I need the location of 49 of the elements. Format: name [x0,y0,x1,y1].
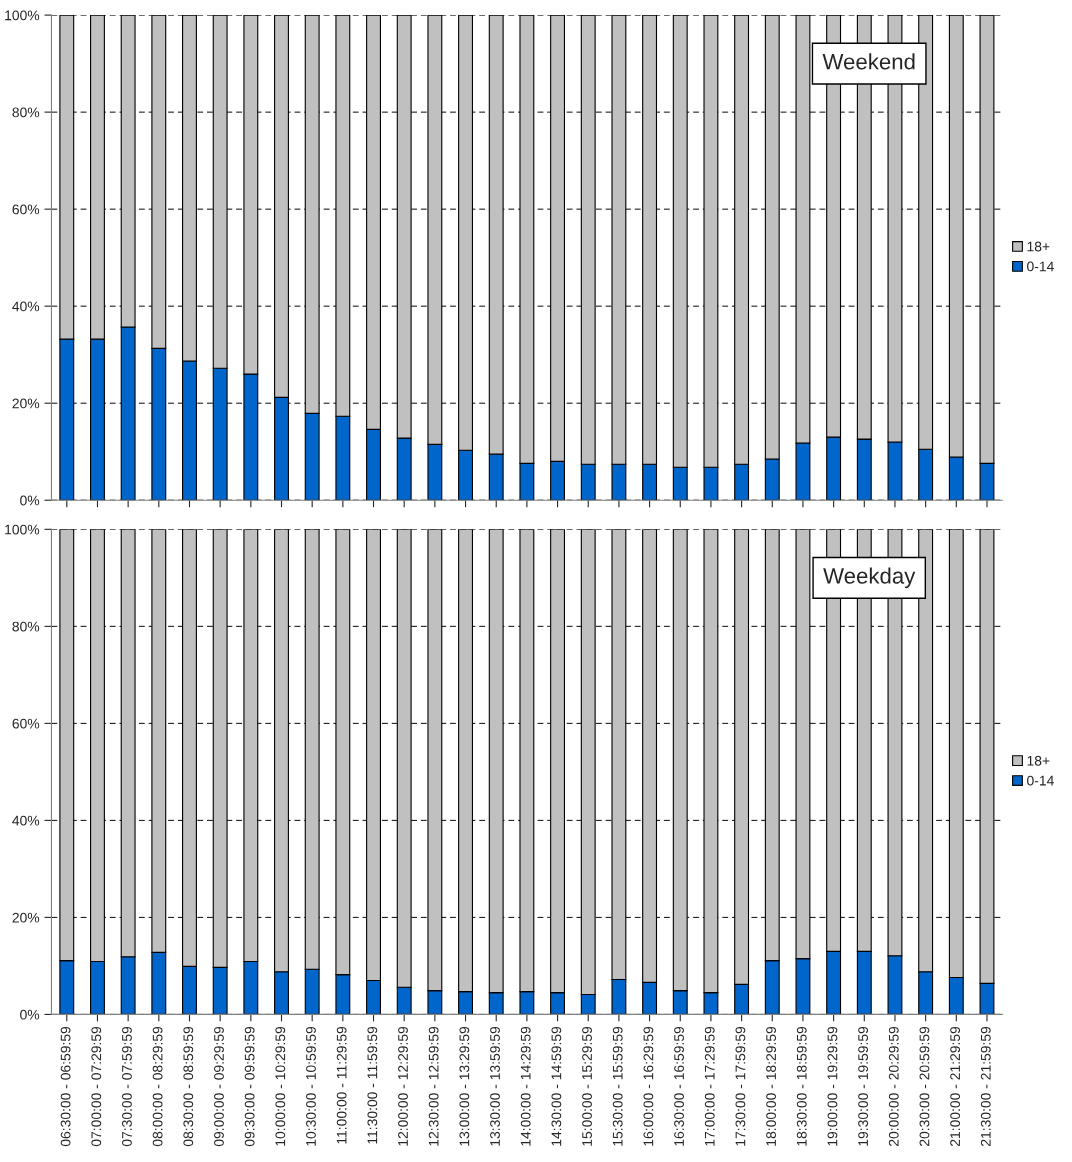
x-tick-label: 15:30:00 - 15:59:59 [612,1026,623,1146]
x-tick-label: 13:30:00 - 13:59:59 [490,1026,500,1146]
x-tick-label: 10:30:00 - 10:59:59 [306,1026,316,1146]
x-tick-label: 16:30:00 - 16:59:59 [674,1026,684,1146]
text: Weekday [823,567,916,589]
legend-label: 18+ [1027,241,1050,252]
x-tick-label: 14:30:00 - 14:59:59 [551,1026,562,1146]
y-tick-label: 100% [5,10,40,21]
y-tick-label: 60% [12,718,40,729]
y-tick-label: 60% [12,204,40,215]
y-tick-label: 40% [12,815,40,826]
y-tick-label: 0% [20,495,40,506]
legend-label: 0-14 [1027,775,1054,786]
x-tick-label: 11:00:00 - 11:29:59 [336,1026,347,1144]
y-tick-label: 0% [20,1009,40,1020]
x-tick-label: 18:00:00 - 18:29:59 [766,1026,776,1146]
x-tick-label: 06:30:00 - 06:59:59 [60,1026,71,1147]
y-tick-label: 20% [12,912,40,923]
x-tick-label: 12:30:00 - 12:59:59 [428,1026,439,1146]
x-tick-label: 16:00:00 - 16:29:59 [643,1026,654,1146]
x-tick-label: 10:00:00 - 10:29:59 [275,1026,286,1146]
legend-label: 18+ [1027,755,1050,766]
x-tick-label: 17:30:00 - 17:59:59 [735,1026,746,1146]
x-tick-label: 17:00:00 - 17:29:59 [704,1026,715,1146]
y-tick-label: 20% [12,398,40,409]
x-tick-label: 20:30:00 - 20:59:59 [919,1026,930,1146]
y-tick-label: 80% [12,107,40,118]
y-tick-label: 80% [12,621,40,632]
text: Weekend [822,53,915,70]
x-tick-label: 08:30:00 - 08:59:59 [183,1026,194,1147]
x-tick-label: 13:00:00 - 13:29:59 [459,1026,470,1146]
x-tick-label: 21:30:00 - 21:59:59 [980,1026,991,1146]
x-tick-label: 19:00:00 - 19:29:59 [827,1026,838,1146]
x-tick-label: 19:30:00 - 19:59:59 [858,1026,869,1146]
x-tick-label: 08:00:00 - 08:29:59 [152,1026,163,1147]
x-tick-label: 09:30:00 - 09:59:59 [244,1026,255,1147]
x-tick-label: 20:00:00 - 20:29:59 [888,1026,899,1146]
y-tick-label: 40% [12,301,40,312]
x-tick-label: 18:30:00 - 18:59:59 [796,1026,807,1146]
x-tick-label: 11:30:00 - 11:59:59 [367,1026,378,1144]
x-tick-label: 21:00:00 - 21:29:59 [950,1026,961,1146]
x-tick-label: 12:00:00 - 12:29:59 [398,1026,408,1146]
x-tick-label: 14:00:00 - 14:29:59 [520,1026,531,1146]
y-tick-label: 100% [5,524,40,535]
x-tick-label: 07:00:00 - 07:29:59 [91,1026,102,1147]
legend-label: 0-14 [1027,261,1054,272]
x-tick-label: 15:00:00 - 15:29:59 [582,1026,592,1146]
x-tick-label: 09:00:00 - 09:29:59 [214,1026,224,1147]
x-tick-label: 07:30:00 - 07:59:59 [122,1026,132,1147]
